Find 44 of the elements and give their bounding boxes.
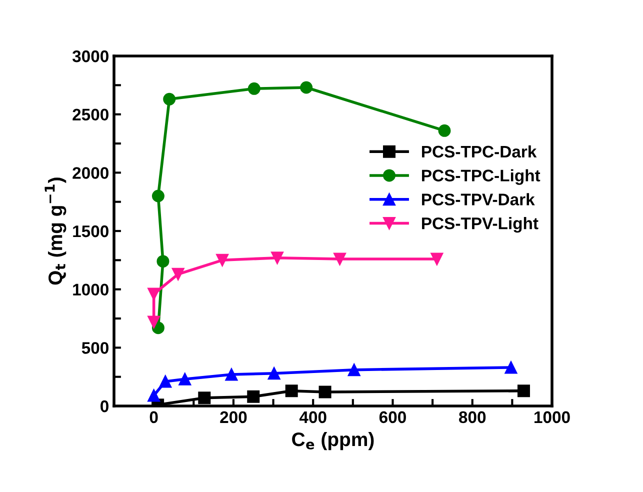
y-tick-label: 500 bbox=[82, 342, 108, 354]
point bbox=[285, 384, 298, 398]
legend-label: PCS-TPV-Light bbox=[422, 217, 538, 233]
point bbox=[198, 392, 211, 404]
y-tick-label: 0 bbox=[100, 400, 108, 412]
point bbox=[152, 190, 164, 202]
point bbox=[225, 368, 238, 381]
x-tick-label: 600 bbox=[379, 411, 406, 424]
point bbox=[430, 252, 444, 266]
point bbox=[148, 288, 160, 300]
point bbox=[271, 252, 284, 264]
y-tick-label: 3000 bbox=[72, 50, 108, 62]
y-axis-title: Q$_{t}$ (mg g$^{−1}$) bbox=[44, 178, 66, 285]
x-tick-label: 1000 bbox=[534, 411, 570, 424]
point bbox=[248, 82, 260, 95]
y-tick-label: 2500 bbox=[72, 108, 108, 121]
point bbox=[438, 124, 451, 137]
point bbox=[348, 364, 360, 376]
point bbox=[172, 268, 184, 280]
y-tick-label: 2000 bbox=[72, 167, 108, 179]
point bbox=[156, 255, 170, 268]
point bbox=[163, 92, 176, 106]
point bbox=[247, 390, 260, 403]
x-tick-label: 0 bbox=[150, 411, 158, 424]
x-tick-label: 200 bbox=[220, 411, 247, 424]
x-tick-label: 400 bbox=[299, 411, 326, 424]
y-tick-label: 1000 bbox=[73, 284, 108, 296]
point bbox=[148, 389, 160, 402]
x-axis-title: C$_{e}$ (ppm) bbox=[292, 432, 374, 450]
point bbox=[268, 367, 280, 380]
point bbox=[159, 375, 172, 388]
point bbox=[178, 372, 192, 386]
legend-label: PCS-TPV-Dark bbox=[422, 193, 535, 206]
x-tick-label: 800 bbox=[458, 411, 486, 424]
point bbox=[334, 252, 346, 266]
point bbox=[148, 316, 160, 328]
point bbox=[318, 386, 332, 398]
point bbox=[300, 81, 313, 94]
point bbox=[216, 254, 229, 266]
legend-label: PCS-TPC-Light bbox=[422, 169, 540, 185]
y-tick-label: 1500 bbox=[73, 225, 108, 238]
legend-label: PCS-TPC-Dark bbox=[422, 145, 537, 158]
point bbox=[517, 384, 530, 398]
point bbox=[504, 361, 518, 374]
